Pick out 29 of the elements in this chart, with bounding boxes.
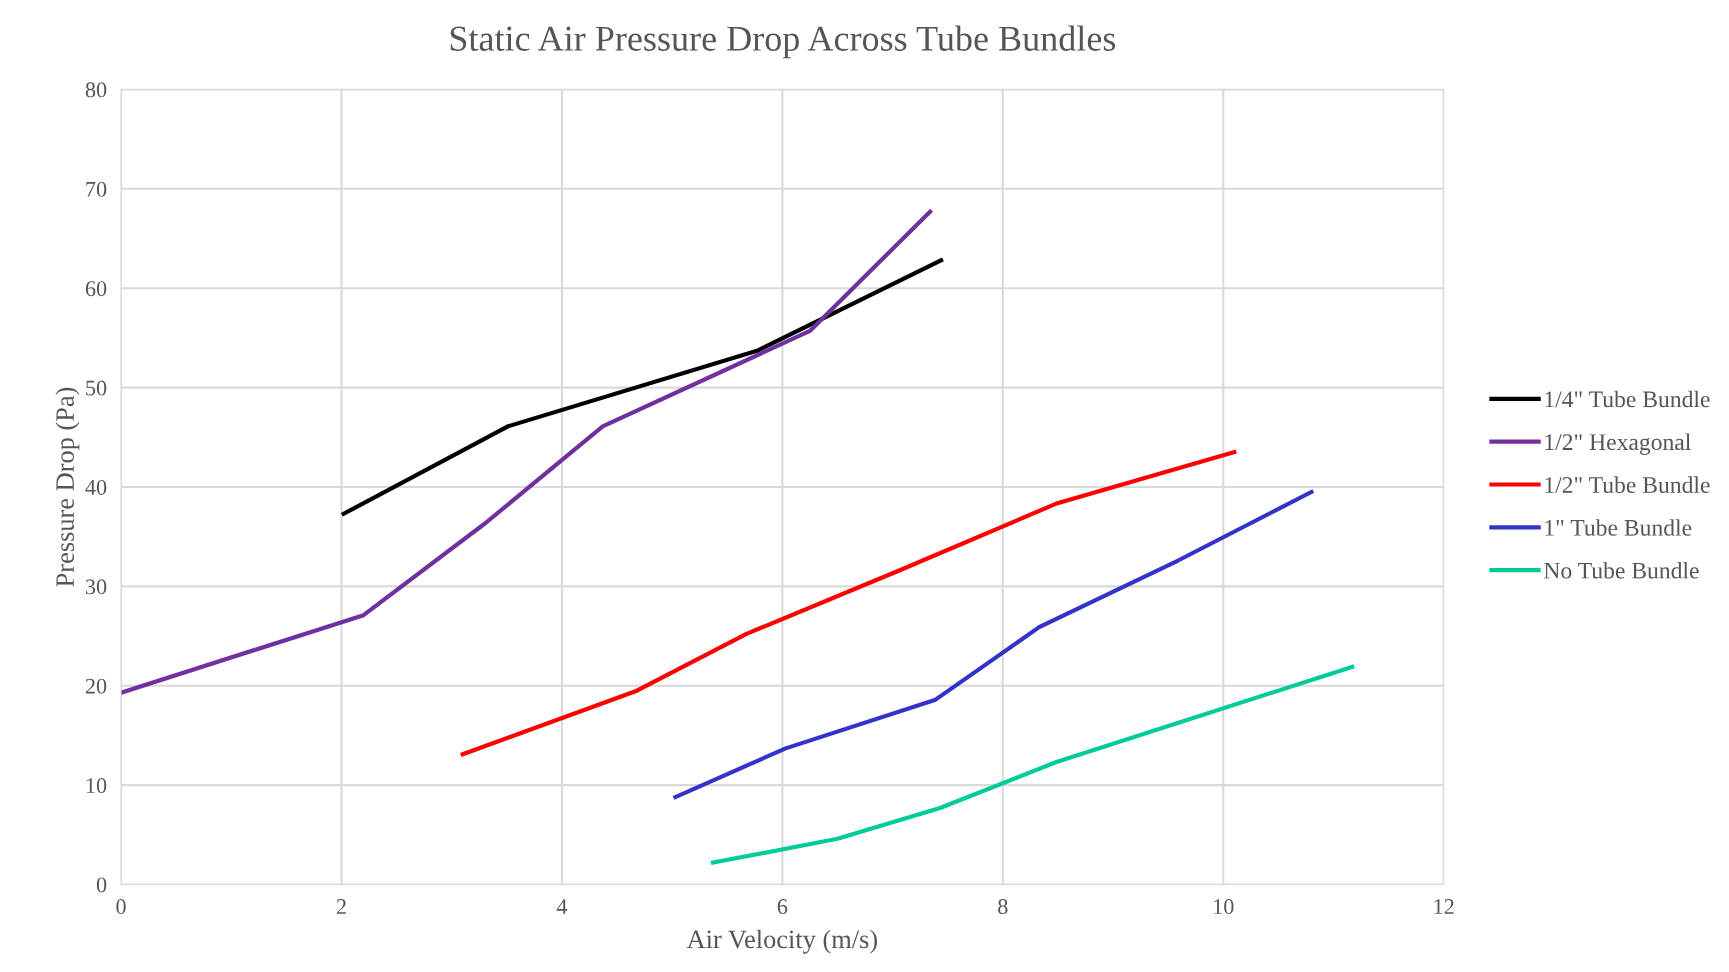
y-tick-label: 30 xyxy=(85,579,107,595)
y-tick-label: 20 xyxy=(85,678,107,694)
legend-label: 1/4" Tube Bundle xyxy=(1545,390,1710,408)
y-axis-title: Pressure Drop (Pa) xyxy=(55,387,80,587)
y-tick-label: 0 xyxy=(96,877,107,893)
legend-label: No Tube Bundle xyxy=(1544,561,1699,579)
line-series xyxy=(710,664,1355,865)
line-series xyxy=(121,209,933,695)
x-tick-label: 6 xyxy=(777,899,788,915)
legend-label: 1/2" Tube Bundle xyxy=(1545,476,1710,493)
x-tick-label: 12 xyxy=(1434,899,1454,914)
y-tick-label: 40 xyxy=(85,479,107,495)
legend-label: 1" Tube Bundle xyxy=(1545,519,1692,536)
chart-title: Static Air Pressure Drop Across Tube Bundles xyxy=(450,25,1116,59)
x-tick-label: 10 xyxy=(1214,899,1234,915)
y-tick-label: 80 xyxy=(85,82,107,98)
line-series xyxy=(673,489,1314,800)
x-tick-label: 0 xyxy=(116,899,126,915)
x-axis-title: Air Velocity (m/s) xyxy=(686,929,877,954)
x-tick-label: 2 xyxy=(336,899,346,914)
line-series xyxy=(460,450,1237,757)
y-tick-label: 60 xyxy=(85,281,107,297)
y-tick-label: 70 xyxy=(86,181,107,197)
line-series xyxy=(341,258,944,516)
x-tick-label: 4 xyxy=(556,899,568,914)
y-tick-label: 50 xyxy=(86,380,107,396)
y-tick-label: 10 xyxy=(86,778,107,794)
legend-label: 1/2" Hexagonal xyxy=(1545,433,1691,455)
x-tick-label: 8 xyxy=(998,899,1008,915)
